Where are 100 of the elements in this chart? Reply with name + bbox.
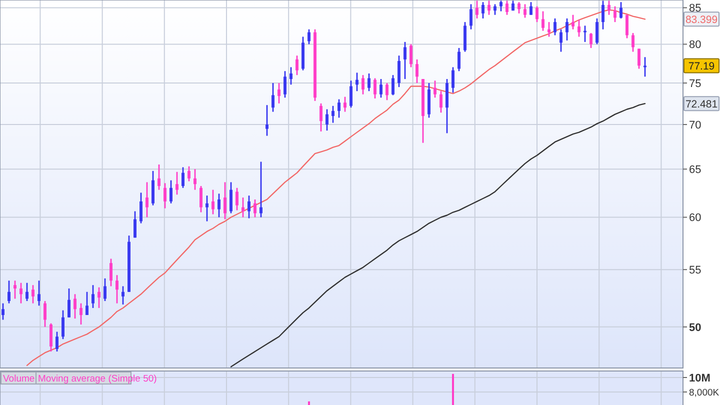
candlestick: [26, 282, 28, 302]
y-tick-label: 75: [689, 78, 702, 90]
candlestick: [188, 166, 190, 182]
candlestick: [62, 310, 64, 340]
candlestick: [332, 105, 334, 124]
candlestick: [80, 302, 82, 326]
candlestick: [572, 14, 574, 30]
candlestick: [482, 1, 484, 20]
candlestick: [182, 166, 184, 189]
candlestick: [98, 286, 100, 309]
candlestick: [578, 19, 580, 38]
candlestick: [584, 24, 586, 43]
candlestick: [326, 108, 328, 132]
candlestick: [458, 47, 460, 72]
y-tick-label: 85: [689, 2, 702, 15]
candlestick: [368, 72, 370, 92]
candlestick: [608, 0, 610, 16]
candlestick: [626, 14, 628, 39]
candlestick: [500, 0, 502, 12]
candlestick: [290, 66, 292, 86]
candlestick: [38, 280, 40, 306]
y-tick-label: 8,000K: [689, 387, 720, 398]
candlestick: [110, 258, 112, 287]
candlestick: [272, 82, 274, 112]
candlestick: [158, 164, 160, 191]
candlestick: [86, 291, 88, 316]
candlestick: [50, 322, 52, 352]
candlestick: [320, 102, 322, 132]
candlestick: [236, 187, 238, 211]
text: 77.19: [688, 60, 715, 72]
candlestick: [518, 1, 520, 14]
y-tick-label: 70: [689, 119, 702, 132]
candlestick: [362, 74, 364, 96]
line-series: [230, 102, 646, 368]
candlestick: [248, 194, 250, 219]
candlestick: [602, 0, 604, 30]
candlestick: [134, 210, 136, 238]
candlestick: [590, 32, 592, 49]
candlestick: [380, 78, 382, 98]
y-tick-label: 50: [689, 322, 702, 334]
candlestick: [530, 1, 532, 16]
candlestick: [152, 170, 154, 206]
candlestick: [266, 104, 268, 137]
candlestick: [596, 18, 598, 45]
candlestick: [260, 161, 262, 218]
candlestick: [164, 182, 166, 209]
candlestick: [536, 6, 538, 23]
candlestick: [104, 278, 106, 302]
candlestick: [242, 196, 244, 218]
candlestick: [386, 82, 388, 101]
candlestick: [56, 331, 58, 352]
candlestick: [308, 28, 310, 45]
candlestick: [224, 182, 226, 220]
text: 72.481: [685, 98, 718, 110]
candlestick: [296, 54, 298, 76]
candlestick: [344, 96, 346, 112]
candlestick: [206, 194, 208, 222]
y-tick-label: 55: [689, 264, 702, 276]
candlestick: [74, 293, 76, 320]
candlestick: [494, 4, 496, 16]
candlestick: [194, 168, 196, 191]
candlestick: [68, 288, 70, 318]
candlestick: [8, 280, 10, 304]
candlestick: [404, 41, 406, 80]
candlestick: [350, 80, 352, 108]
candlestick: [434, 80, 436, 98]
candlestick: [638, 48, 640, 70]
candlestick: [614, 6, 616, 23]
candlestick: [44, 300, 46, 328]
candlestick: [116, 274, 118, 304]
candlestick: [218, 192, 220, 218]
candlestick: [416, 58, 418, 84]
candlestick: [140, 192, 142, 224]
candlestick: [644, 56, 646, 78]
candlestick: [398, 54, 400, 88]
candlestick: [14, 280, 16, 300]
chart-subtitle: Moving average (Simple 50): [38, 374, 157, 384]
candlestick: [488, 0, 490, 16]
candlestick: [554, 18, 556, 36]
candlestick: [440, 90, 442, 114]
candlestick: [32, 284, 34, 304]
candlestick: [356, 72, 358, 92]
candlestick: [20, 282, 22, 304]
candlestick: [176, 171, 178, 196]
candlestick: [524, 4, 526, 18]
candlestick: [542, 10, 544, 32]
candlestick: [122, 286, 124, 306]
y-tick-label: 80: [689, 39, 702, 52]
candlestick: [392, 74, 394, 96]
text: 83.399: [685, 14, 718, 26]
candlestick: [374, 78, 376, 100]
chart-title: Volume: [3, 374, 35, 384]
candlestick: [566, 18, 568, 42]
candlestick: [506, 0, 508, 16]
candlestick: [620, 1, 622, 20]
candlestick: [632, 32, 634, 52]
candlestick: [200, 185, 202, 213]
candlestick: [92, 284, 94, 309]
candlestick: [452, 66, 454, 94]
y-tick-label: 10M: [689, 372, 710, 384]
